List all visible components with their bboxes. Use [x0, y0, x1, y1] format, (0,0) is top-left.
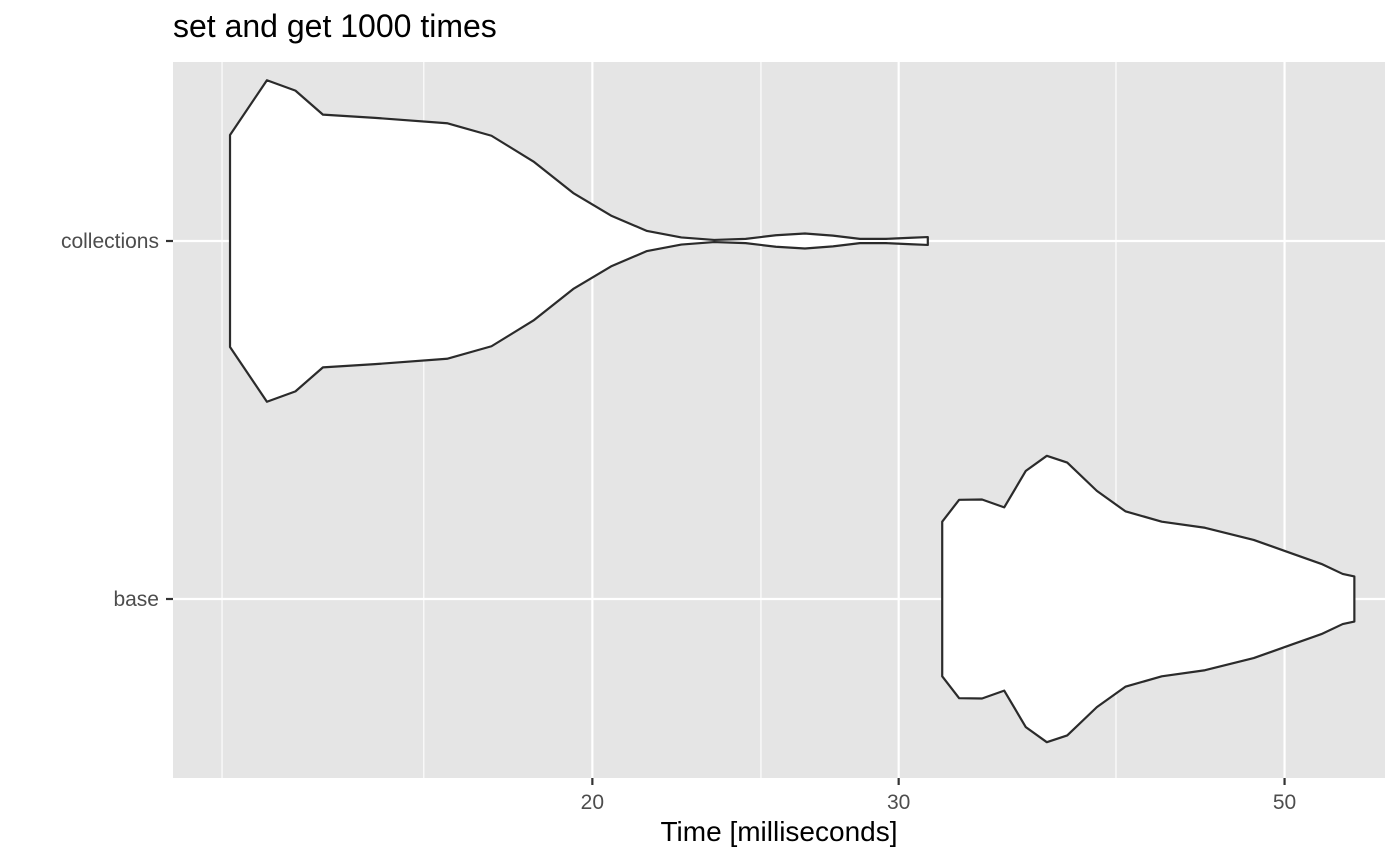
chart-title: set and get 1000 times: [173, 8, 497, 44]
violin-base: [941, 454, 1356, 744]
x-tick-label: 20: [581, 791, 604, 814]
violin-collections: [228, 79, 929, 403]
x-tick-label: 50: [1273, 791, 1296, 814]
x-axis: 20 30 50: [581, 778, 1296, 814]
y-axis: collections base: [61, 230, 173, 611]
violins: [228, 79, 1356, 744]
y-tick-label: collections: [61, 230, 159, 253]
x-axis-title: Time [milliseconds]: [660, 816, 898, 847]
x-tick-label: 30: [887, 791, 910, 814]
y-tick-label: base: [113, 588, 159, 611]
